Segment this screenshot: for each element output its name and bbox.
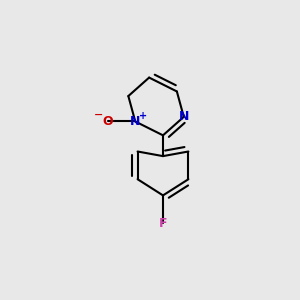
- Text: +: +: [139, 111, 147, 121]
- Text: N: N: [178, 110, 189, 123]
- Text: N: N: [130, 115, 140, 128]
- Text: −: −: [94, 110, 103, 119]
- Text: O: O: [102, 115, 113, 128]
- Text: F: F: [159, 217, 167, 230]
